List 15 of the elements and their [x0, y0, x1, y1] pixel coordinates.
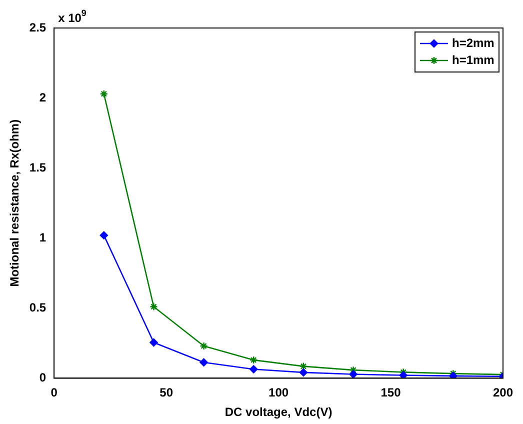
legend-label: h=2mm [452, 36, 494, 50]
y-tick-label: 0 [39, 370, 46, 385]
x-tick-label: 200 [492, 386, 514, 400]
y-tick-label: 1 [39, 230, 46, 244]
x-axis-title: DC voltage, Vdc(V) [224, 405, 332, 420]
y-axis-title: Motional resistance, Rx(ohm) [8, 119, 22, 287]
x-tick-label: 150 [380, 386, 402, 400]
x-tick-label: 0 [50, 386, 58, 400]
y-tick-label: 2.5 [29, 20, 46, 34]
y-tick-label: 2 [39, 90, 46, 104]
x-tick-label: 50 [160, 386, 174, 400]
y-tick-label: 1.5 [29, 160, 46, 174]
x-tick-label: 100 [268, 386, 289, 400]
y-tick-label: 0.5 [29, 300, 46, 314]
legend-label: h=1mm [452, 52, 494, 67]
